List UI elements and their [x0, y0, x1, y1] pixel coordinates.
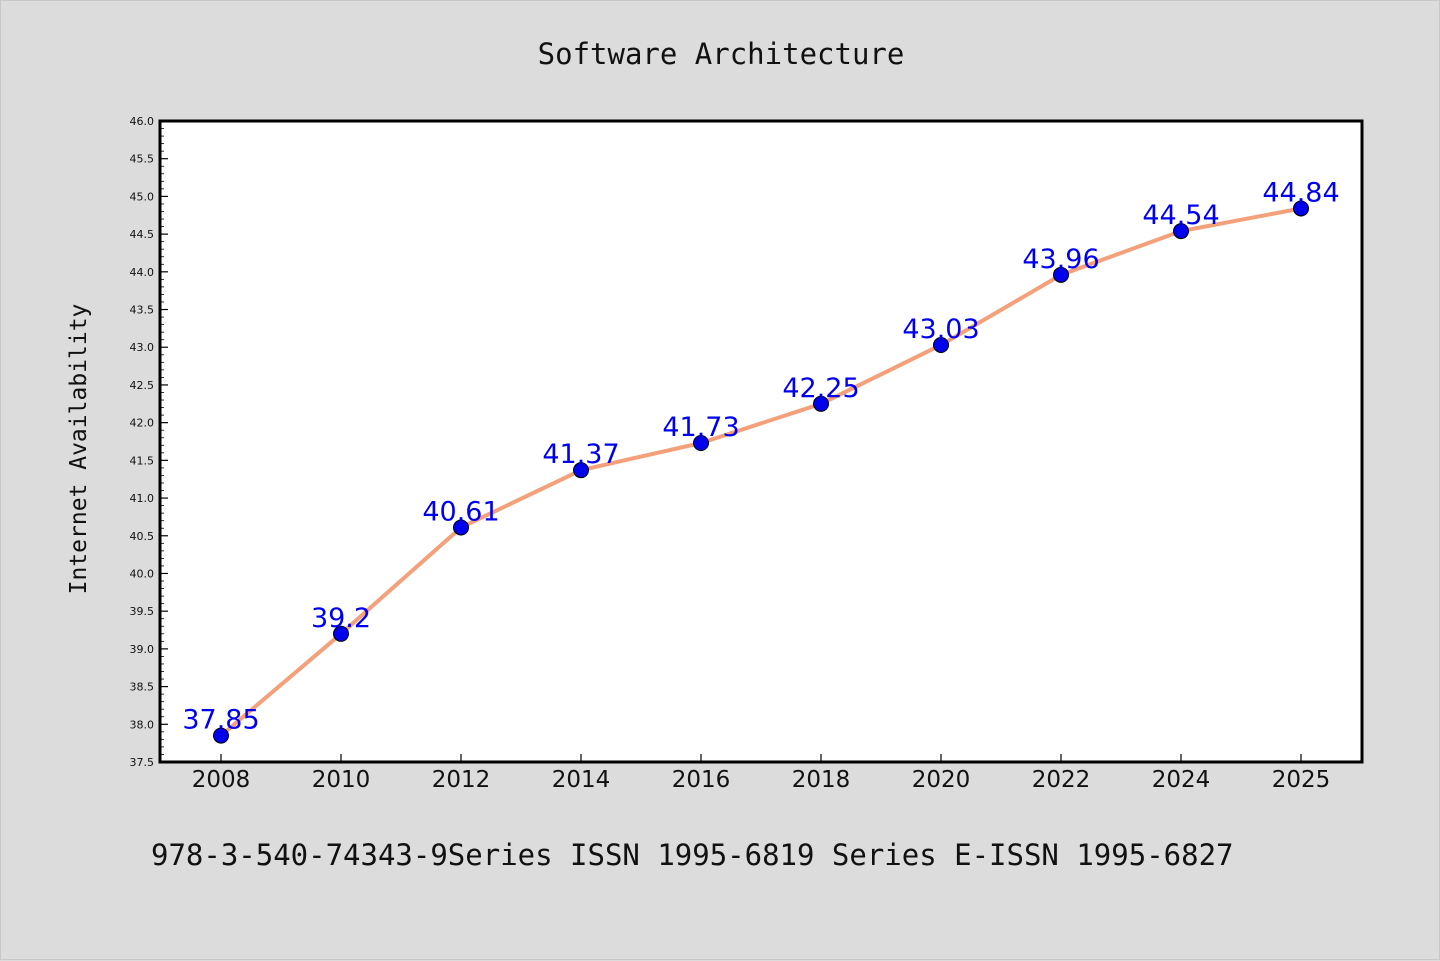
y-tick-label: 38.0	[130, 718, 155, 731]
data-point	[693, 435, 709, 452]
x-tick-label: 2020	[912, 767, 971, 793]
data-point	[933, 336, 949, 353]
data-point	[1293, 200, 1309, 217]
plot-area	[158, 119, 1364, 764]
y-tick-label: 40.0	[130, 567, 155, 580]
series-group: 37.85 39.2 40.61 41.37 41.73 42.25 43.03 43.96 4…	[182, 177, 1340, 744]
data-point	[1053, 266, 1069, 283]
y-tick-label: 44.5	[130, 228, 155, 241]
y-tick-label: 45.5	[130, 153, 155, 166]
y-axis-label: Internet Availability	[66, 304, 92, 595]
y-tick-label: 39.0	[130, 643, 155, 656]
data-point	[813, 395, 829, 412]
footer-text: 978-3-540-74343-9Series ISSN 1995-6819 S…	[151, 838, 1234, 872]
data-point	[573, 462, 589, 479]
y-tick-label: 42.5	[130, 379, 155, 392]
x-tick-label: 2024	[1152, 767, 1211, 793]
y-tick-label: 37.5	[130, 756, 155, 769]
data-label: 42.25	[782, 373, 859, 404]
data-point	[453, 519, 469, 536]
data-label: 37.85	[182, 705, 259, 736]
y-tick-label: 44.0	[130, 266, 155, 279]
data-label: 41.37	[542, 439, 619, 470]
data-label: 41.73	[662, 412, 739, 443]
data-label: 44.54	[1142, 200, 1219, 231]
data-label: 43.03	[902, 314, 979, 345]
y-tick-label: 38.5	[130, 681, 155, 694]
data-label: 39.2	[311, 603, 371, 634]
y-tick-label: 41.5	[130, 454, 155, 467]
x-axis: 2008 2010 2012 2014 2016 2018 2020 2022 2024 2025	[192, 754, 1331, 793]
y-tick-label: 39.5	[130, 605, 155, 618]
x-tick-label: 2022	[1032, 767, 1091, 793]
y-tick-label: 40.5	[130, 530, 155, 543]
x-tick-label: 2014	[552, 767, 611, 793]
data-label: 40.61	[422, 496, 499, 527]
y-tick-label: 46.0	[130, 115, 155, 128]
x-tick-label: 2018	[792, 767, 851, 793]
y-tick-label: 42.0	[130, 417, 155, 430]
x-tick-label: 2010	[312, 767, 371, 793]
data-point	[213, 727, 229, 744]
y-tick-label: 41.0	[130, 492, 155, 505]
data-label: 44.84	[1262, 177, 1339, 208]
y-axis: 37.5 38.0 38.5 39.0 39.5 40.0 40.5 41.0 41.5 42.0…	[130, 115, 168, 769]
data-label: 43.96	[1022, 244, 1099, 275]
y-tick-label: 45.0	[130, 190, 155, 203]
x-tick-label: 2025	[1272, 767, 1331, 793]
y-tick-label: 43.0	[130, 341, 155, 354]
chart-title: Software Architecture	[538, 37, 905, 71]
y-tick-label: 43.5	[130, 304, 155, 317]
x-tick-label: 2016	[672, 767, 731, 793]
x-tick-label: 2008	[192, 767, 251, 793]
data-point	[333, 625, 349, 642]
data-point	[1173, 223, 1189, 240]
series-line	[219, 206, 1303, 738]
x-tick-label: 2012	[432, 767, 491, 793]
